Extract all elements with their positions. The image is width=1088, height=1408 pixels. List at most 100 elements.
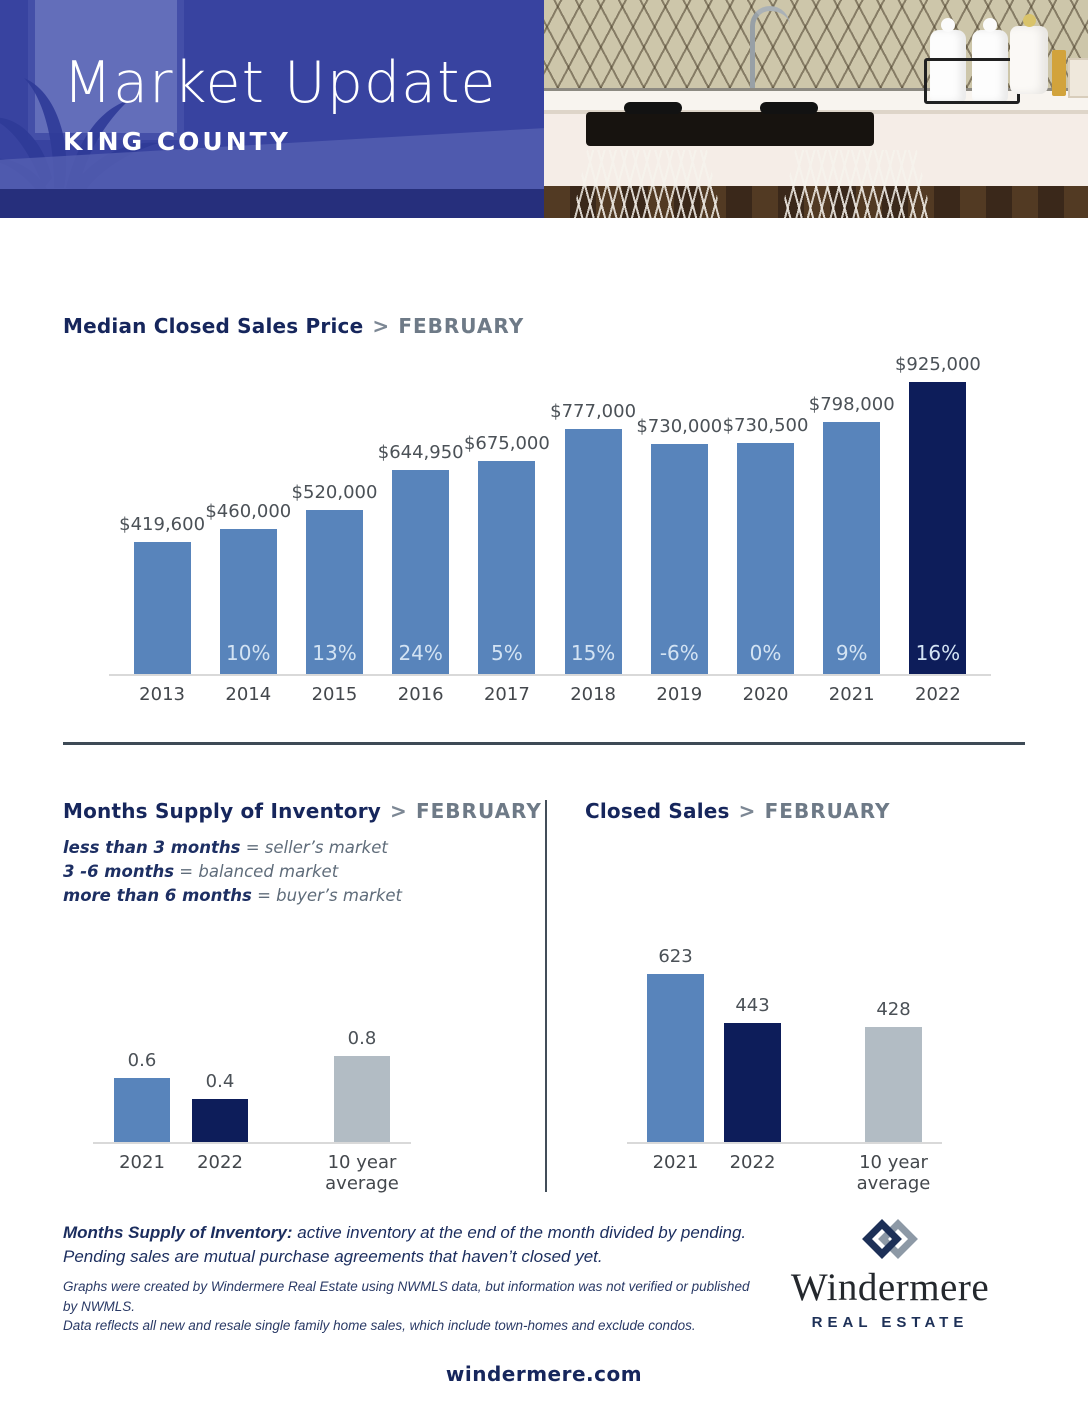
bar-value-label: $798,000 <box>808 394 895 415</box>
category-label: 2021 <box>828 684 875 705</box>
median-price-section: Median Closed Sales Price > FEBRUARY $419,… <box>0 314 1088 706</box>
category-label: 2014 <box>225 684 272 705</box>
stove-top <box>586 102 874 146</box>
canister <box>972 18 1008 102</box>
category-label: 2018 <box>570 684 616 705</box>
supply-legend: less than 3 months = seller’s market 3 -… <box>63 836 545 908</box>
x-axis-labels: 2021 2022 10 year average <box>627 1144 942 1194</box>
footer-text-block: Months Supply of Inventory: active inven… <box>63 1221 755 1336</box>
bar-value-label: 623 <box>658 946 693 968</box>
bar: 24% <box>392 470 450 674</box>
bar <box>133 542 191 674</box>
faucet <box>750 6 790 94</box>
logo-subtitle: REAL ESTATE <box>811 1313 969 1331</box>
bar-value-label: 0.6 <box>127 1050 157 1072</box>
bar-value-label: 428 <box>876 999 911 1021</box>
bar-column: 0.8 <box>323 1028 401 1143</box>
bar-value-label: 0.8 <box>347 1028 377 1050</box>
chevron-icon: > <box>372 314 390 338</box>
footnote-text-line1: active inventory at the end of the month… <box>297 1222 747 1242</box>
bar-value-label: $675,000 <box>463 433 550 454</box>
bar: 5% <box>478 461 536 674</box>
bar: 9% <box>823 422 881 674</box>
bar-column: $730,000 -6% <box>636 416 722 674</box>
category-label: 2017 <box>483 684 530 705</box>
paper-towel-roll <box>1010 14 1048 94</box>
bar-column: $925,000 16% <box>895 354 981 674</box>
bar-value-label: $925,000 <box>894 354 981 375</box>
wire-chair <box>780 150 932 218</box>
bar <box>334 1056 390 1143</box>
category-label: 2013 <box>139 684 185 705</box>
vertical-divider <box>545 799 547 1192</box>
equals-sign: = <box>245 837 260 857</box>
chevron-icon: > <box>738 798 756 823</box>
bar-value-label: $419,600 <box>119 514 206 535</box>
windermere-logo: Windermere REAL ESTATE <box>755 1215 1025 1336</box>
bar-column: 623 <box>637 946 714 1143</box>
bar-column: $419,600 <box>119 514 205 674</box>
plot-area: 0.6 0.4 0.8 <box>93 1024 411 1145</box>
bar: 15% <box>564 429 622 674</box>
bar-percent-label: 9% <box>835 641 868 665</box>
category-label: 2022 <box>197 1152 243 1174</box>
closed-sales-column: Closed Sales > FEBRUARY 623 443 428 2021 2022… <box>547 745 1025 1205</box>
category-label: 10 year average <box>856 1152 931 1194</box>
wire-chair <box>572 150 722 218</box>
bar-percent-label: 15% <box>570 641 616 665</box>
chart-title-text: Closed Sales <box>585 798 730 823</box>
bar <box>192 1099 248 1143</box>
bar-column: $644,950 24% <box>378 442 464 674</box>
bottom-strip <box>0 189 544 218</box>
category-label: 10 year average <box>325 1152 399 1194</box>
tray <box>1068 58 1088 98</box>
bar-column: $520,000 13% <box>291 482 377 674</box>
windermere-logo-icon <box>862 1218 918 1259</box>
canister-rack <box>924 58 1020 104</box>
category-label: 2021 <box>119 1152 165 1174</box>
bar-column: 443 <box>714 995 791 1143</box>
website-link[interactable]: windermere.com <box>445 1361 643 1386</box>
plot-area: 623 443 428 <box>627 942 942 1145</box>
chart-period: FEBRUARY <box>764 798 891 823</box>
bar-percent-label: 13% <box>312 641 357 665</box>
bar: 0% <box>737 443 794 674</box>
supply-footnote: Months Supply of Inventory: active inven… <box>63 1221 755 1270</box>
months-supply-bar-chart: 0.6 0.4 0.8 2021 2022 10 year average <box>93 1024 411 1194</box>
chart-title-text: Median Closed Sales Price <box>63 314 364 338</box>
bar <box>647 974 704 1143</box>
bar: 10% <box>219 529 277 674</box>
bar <box>114 1078 170 1143</box>
footnote-text-line2: Pending sales are mutual purchase agreem… <box>63 1247 603 1267</box>
bar-column: 428 <box>855 999 932 1143</box>
equals-sign: = <box>179 861 194 881</box>
median-price-title: Median Closed Sales Price > FEBRUARY <box>63 314 1025 338</box>
disclaimer-line2: Data reflects all new and resale single … <box>63 1318 696 1334</box>
bar-value-label: $730,500 <box>722 415 809 436</box>
chart-period: FEBRUARY <box>398 314 525 338</box>
bar-percent-label: 16% <box>915 641 961 665</box>
legend-row: 3 -6 months = balanced market <box>63 860 545 884</box>
bar-value-label: $460,000 <box>205 501 292 522</box>
chart-title-text: Months Supply of Inventory <box>63 798 382 823</box>
bar-column: 0.6 <box>103 1050 181 1143</box>
equals-sign: = <box>257 885 271 905</box>
category-label: 2016 <box>397 684 444 705</box>
months-supply-title: Months Supply of Inventory > FEBRUARY <box>63 799 545 823</box>
bar-value-label: $644,950 <box>377 442 464 463</box>
cutting-board <box>1052 50 1066 96</box>
blue-overlay-panel <box>0 0 544 218</box>
plot-area: $419,600 $460,000 10% $520,000 13% $644,950 24… <box>109 352 991 676</box>
category-label: 2022 <box>915 684 961 705</box>
legend-row: more than 6 months = buyer’s market <box>63 884 545 908</box>
months-supply-column: Months Supply of Inventory > FEBRUARY less… <box>63 745 545 1205</box>
bar-column: $777,000 15% <box>550 401 636 674</box>
legend-term: 3 -6 months <box>63 861 175 881</box>
disclaimer-line1: Graphs were created by Windermere Real E… <box>63 1278 750 1314</box>
category-label: 2021 <box>652 1152 699 1174</box>
bar-value-label: 443 <box>735 995 770 1017</box>
bar-percent-label: 10% <box>226 641 271 665</box>
chart-period: FEBRUARY <box>415 798 542 823</box>
bar-value-label: 0.4 <box>205 1071 235 1093</box>
